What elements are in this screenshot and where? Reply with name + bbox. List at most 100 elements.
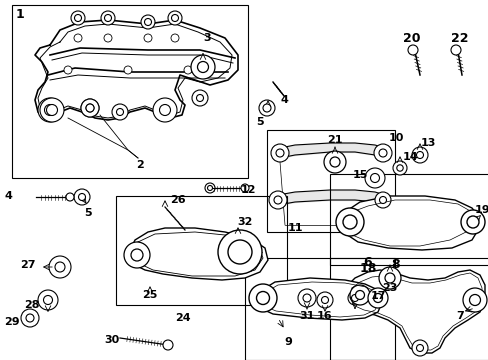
- Text: 5: 5: [84, 208, 92, 218]
- Circle shape: [450, 45, 460, 55]
- Text: 28: 28: [24, 300, 40, 310]
- Circle shape: [144, 18, 151, 26]
- Circle shape: [373, 144, 391, 162]
- Circle shape: [263, 104, 270, 112]
- Circle shape: [43, 296, 52, 305]
- Circle shape: [462, 288, 486, 312]
- Circle shape: [81, 99, 99, 117]
- Text: 6: 6: [363, 256, 371, 269]
- Circle shape: [259, 100, 274, 116]
- Circle shape: [378, 149, 386, 157]
- Text: 12: 12: [240, 185, 255, 195]
- Circle shape: [104, 34, 112, 42]
- Circle shape: [316, 292, 332, 308]
- Circle shape: [64, 66, 72, 74]
- Circle shape: [335, 208, 363, 236]
- Circle shape: [416, 152, 423, 158]
- Circle shape: [207, 185, 212, 190]
- Circle shape: [392, 161, 406, 175]
- Circle shape: [86, 104, 94, 112]
- Text: 11: 11: [286, 223, 302, 233]
- Text: 15: 15: [351, 170, 367, 180]
- Bar: [329, 258, 488, 360]
- Text: 23: 23: [382, 283, 397, 293]
- Circle shape: [218, 230, 262, 274]
- Text: 13: 13: [420, 138, 435, 148]
- Polygon shape: [257, 278, 382, 320]
- Circle shape: [79, 194, 85, 201]
- Circle shape: [416, 345, 423, 351]
- Circle shape: [104, 14, 111, 22]
- Circle shape: [329, 157, 339, 167]
- Text: 25: 25: [142, 290, 157, 300]
- Circle shape: [374, 192, 390, 208]
- Text: 4: 4: [4, 191, 12, 201]
- Circle shape: [324, 151, 346, 173]
- Text: 32: 32: [237, 217, 252, 227]
- Circle shape: [66, 193, 74, 201]
- Circle shape: [411, 147, 427, 163]
- Circle shape: [71, 11, 85, 25]
- Text: 24: 24: [175, 313, 190, 323]
- Circle shape: [351, 294, 358, 302]
- Circle shape: [168, 11, 182, 25]
- Circle shape: [268, 191, 286, 209]
- Circle shape: [124, 66, 132, 74]
- Circle shape: [26, 314, 34, 322]
- Circle shape: [367, 288, 387, 308]
- Text: 18: 18: [359, 261, 376, 274]
- Bar: [116, 196, 286, 305]
- Circle shape: [116, 108, 123, 116]
- Circle shape: [74, 189, 90, 205]
- Text: 5: 5: [256, 117, 263, 127]
- Circle shape: [38, 98, 62, 122]
- Circle shape: [275, 149, 284, 157]
- Circle shape: [171, 34, 179, 42]
- Text: 21: 21: [326, 135, 342, 145]
- Text: 7: 7: [455, 311, 463, 321]
- Text: 14: 14: [401, 152, 417, 162]
- Text: 3: 3: [203, 33, 210, 43]
- Circle shape: [270, 144, 288, 162]
- Circle shape: [378, 267, 400, 289]
- Circle shape: [55, 262, 65, 272]
- Circle shape: [379, 197, 386, 203]
- Text: 27: 27: [20, 260, 36, 270]
- Bar: [12, 5, 247, 178]
- Circle shape: [74, 14, 81, 22]
- Circle shape: [112, 104, 128, 120]
- Circle shape: [349, 285, 369, 305]
- Circle shape: [141, 15, 155, 29]
- Text: 4: 4: [280, 95, 287, 105]
- Text: 9: 9: [284, 337, 291, 347]
- Circle shape: [143, 34, 152, 42]
- Circle shape: [407, 45, 417, 55]
- Text: 8: 8: [391, 257, 400, 270]
- Circle shape: [191, 55, 215, 79]
- Circle shape: [303, 294, 310, 302]
- Circle shape: [347, 291, 361, 305]
- Text: 19: 19: [473, 205, 488, 215]
- Text: 30: 30: [104, 335, 120, 345]
- Circle shape: [163, 340, 173, 350]
- Polygon shape: [130, 228, 267, 280]
- Circle shape: [355, 291, 364, 300]
- Circle shape: [38, 290, 58, 310]
- Circle shape: [153, 98, 177, 122]
- Circle shape: [373, 293, 382, 302]
- Polygon shape: [341, 196, 479, 250]
- Circle shape: [204, 183, 215, 193]
- Circle shape: [131, 249, 142, 261]
- Circle shape: [183, 66, 192, 74]
- Circle shape: [197, 62, 208, 72]
- Text: 31: 31: [299, 311, 314, 321]
- Text: 16: 16: [317, 311, 332, 321]
- Circle shape: [396, 165, 403, 171]
- Text: 2: 2: [136, 160, 143, 170]
- Text: 22: 22: [450, 31, 468, 45]
- Circle shape: [342, 215, 356, 229]
- Text: 20: 20: [403, 31, 420, 45]
- Circle shape: [46, 104, 58, 116]
- Circle shape: [297, 289, 315, 307]
- Circle shape: [171, 14, 178, 22]
